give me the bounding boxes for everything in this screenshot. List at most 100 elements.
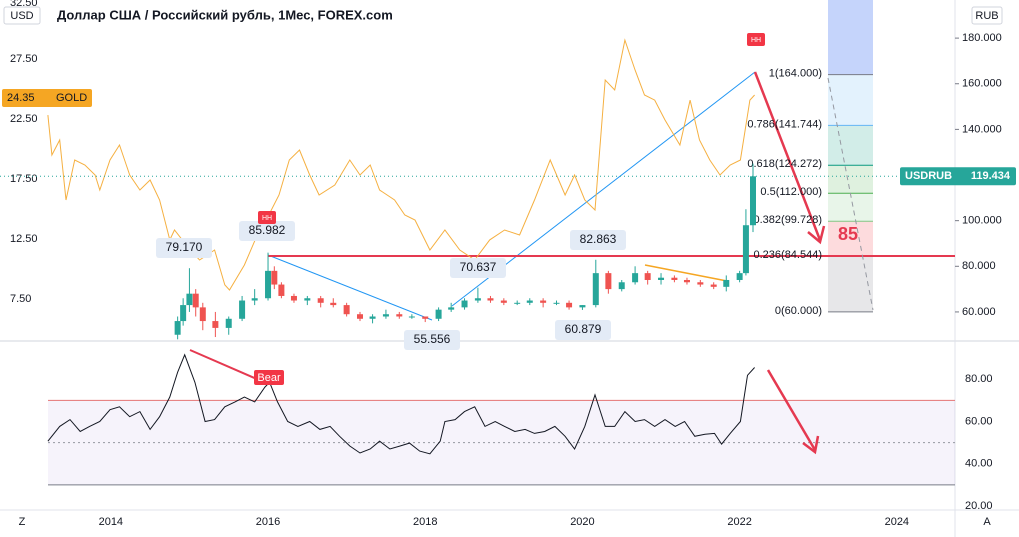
dashed-line bbox=[827, 77, 874, 311]
fib-zone bbox=[828, 0, 873, 75]
pivot-label: 60.879 bbox=[565, 322, 602, 336]
candle-body bbox=[579, 305, 586, 308]
fib-label: 0.382(99.728) bbox=[754, 214, 823, 226]
candle-body bbox=[592, 273, 599, 306]
target-label: 85 bbox=[838, 224, 858, 244]
candle-body bbox=[697, 282, 704, 285]
candle-body bbox=[304, 298, 311, 301]
candle-body bbox=[749, 176, 756, 226]
candle-body bbox=[435, 309, 442, 319]
y-tick-label: 100.000 bbox=[962, 215, 1002, 227]
fib-zone bbox=[828, 255, 873, 312]
fib-zone bbox=[828, 221, 873, 256]
unit-label: USD bbox=[10, 10, 33, 22]
candle-body bbox=[290, 295, 297, 301]
candle-body bbox=[251, 298, 258, 301]
chart-title: Доллар США / Российский рубль, 1Мес, FOR… bbox=[57, 7, 393, 22]
candle-body bbox=[174, 321, 181, 335]
candle-body bbox=[278, 284, 285, 296]
y2-tick-label: 12.50 bbox=[10, 233, 38, 245]
price-badge-value: 119.434 bbox=[971, 170, 1011, 182]
rsi-line bbox=[47, 353, 755, 455]
y-tick-label: 60.000 bbox=[962, 306, 996, 318]
candle-body bbox=[356, 314, 363, 319]
y2-tick-label: 22.50 bbox=[10, 113, 38, 125]
candle-body bbox=[644, 273, 651, 280]
fib-label: 0.786(141.744) bbox=[747, 118, 822, 130]
fib-label: 0.5(112.000) bbox=[760, 186, 822, 198]
bear-label: Bear bbox=[257, 372, 281, 384]
candle-body bbox=[736, 273, 743, 280]
pivot-label-box bbox=[570, 230, 626, 250]
y-tick-label: 140.000 bbox=[962, 123, 1002, 135]
footer-button: Z bbox=[19, 516, 26, 528]
gold-badge bbox=[2, 89, 92, 107]
candle-body bbox=[199, 307, 206, 322]
candle-body bbox=[658, 277, 665, 280]
candle-body bbox=[448, 307, 455, 310]
candle-body bbox=[225, 318, 232, 328]
footer-button: A bbox=[983, 516, 991, 528]
candle-body bbox=[382, 314, 389, 317]
x-tick-label: 2020 bbox=[570, 516, 594, 528]
candle-body bbox=[271, 270, 278, 285]
candle-body bbox=[566, 302, 573, 308]
hh-badge-label: HH bbox=[262, 215, 272, 222]
x-tick-label: 2018 bbox=[413, 516, 437, 528]
candle-body bbox=[396, 314, 403, 317]
y2-tick-label: 17.50 bbox=[10, 173, 38, 185]
unit-label: RUB bbox=[975, 10, 998, 22]
pivot-label-box bbox=[555, 320, 611, 340]
fib-label: 1(164.000) bbox=[769, 68, 822, 80]
candle-body bbox=[408, 316, 415, 318]
y-tick-label: 80.000 bbox=[962, 260, 996, 272]
y2-tick-label: 7.50 bbox=[10, 293, 31, 305]
unit-box bbox=[971, 6, 1003, 25]
trend-line bbox=[267, 254, 433, 321]
candle-body bbox=[605, 273, 612, 290]
hh-badge bbox=[258, 211, 276, 224]
price-badge-name: USDRUB bbox=[905, 170, 952, 182]
pivot-label-box bbox=[239, 221, 295, 241]
pivot-label: 70.637 bbox=[460, 260, 497, 274]
bear-badge bbox=[254, 370, 284, 385]
candle-body bbox=[369, 316, 376, 319]
fib-label: 0.618(124.272) bbox=[747, 158, 822, 170]
arrow bbox=[766, 369, 820, 455]
candle-body bbox=[422, 316, 429, 319]
rsi-tick-label: 80.00 bbox=[965, 373, 993, 385]
fib-zone bbox=[828, 74, 873, 126]
candle-body bbox=[186, 293, 193, 306]
candle-body bbox=[683, 279, 690, 283]
pivot-label: 82.863 bbox=[580, 232, 617, 246]
candle-body bbox=[553, 302, 560, 304]
candle-body bbox=[723, 279, 730, 287]
candle-body bbox=[500, 300, 507, 303]
candle-body bbox=[212, 321, 219, 328]
gold-badge-name: GOLD bbox=[56, 92, 87, 104]
gold-line bbox=[47, 38, 755, 291]
fib-label: 0.236(84.544) bbox=[754, 249, 823, 261]
candle-body bbox=[710, 284, 717, 287]
candle-body bbox=[317, 298, 324, 303]
gold-badge-value: 24.35 bbox=[7, 92, 35, 104]
y-tick-label: 180.000 bbox=[962, 32, 1002, 44]
rsi-tick-label: 60.00 bbox=[965, 415, 993, 427]
candle-body bbox=[474, 298, 481, 301]
candle-body bbox=[514, 302, 521, 304]
candle-body bbox=[632, 273, 639, 283]
unit-box bbox=[3, 6, 41, 25]
arrow bbox=[753, 71, 826, 245]
x-tick-label: 2014 bbox=[99, 516, 123, 528]
y2-tick-label: 32.50 bbox=[10, 0, 38, 9]
candle-body bbox=[540, 300, 547, 303]
pivot-label: 55.556 bbox=[414, 332, 451, 346]
pivot-label: 85.982 bbox=[249, 223, 286, 237]
pivot-label-box bbox=[156, 238, 212, 258]
candle-body bbox=[461, 300, 468, 308]
pivot-label: 79.170 bbox=[166, 240, 203, 254]
hh-badge-label: HH bbox=[751, 37, 761, 44]
price-badge bbox=[900, 167, 1016, 186]
